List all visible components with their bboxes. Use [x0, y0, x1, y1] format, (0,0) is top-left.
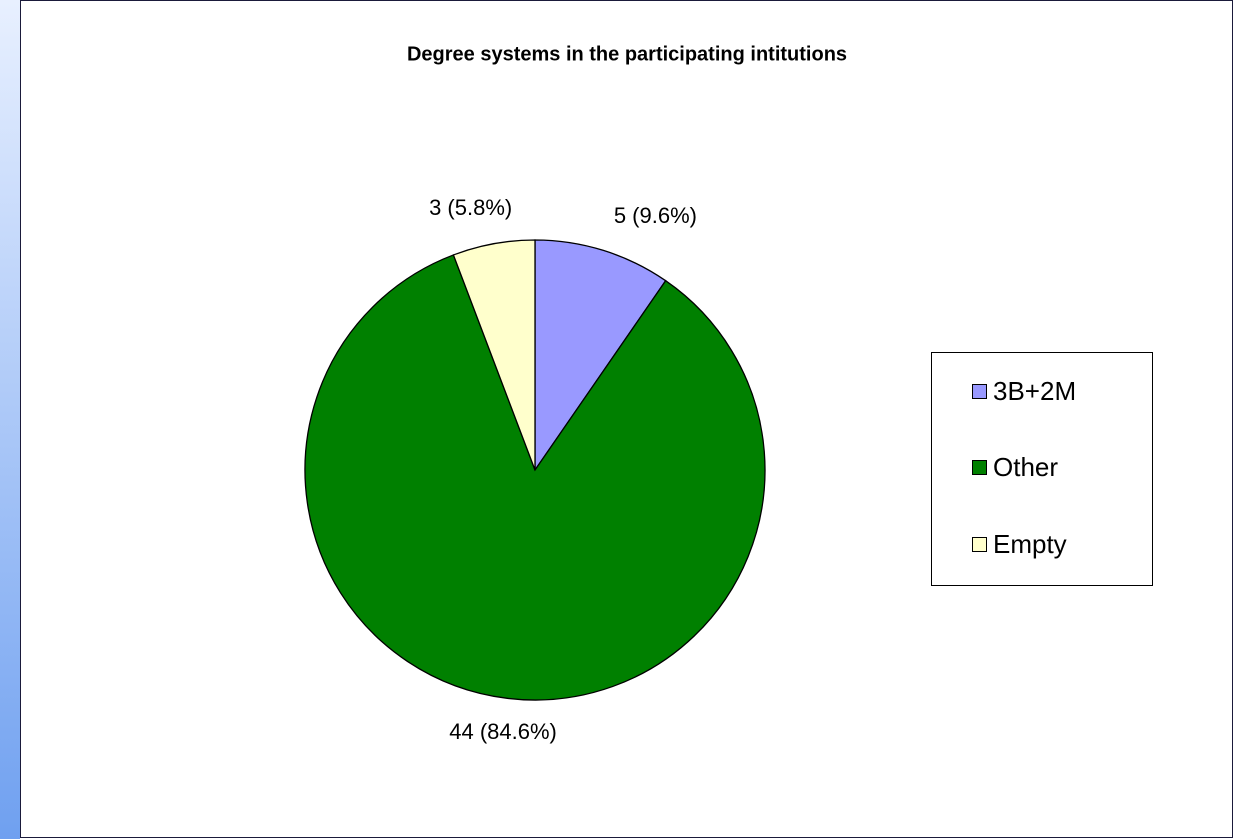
legend-swatch	[972, 460, 987, 475]
pie-slice	[452, 239, 536, 471]
pie-slice	[534, 239, 667, 473]
side-strip	[0, 0, 20, 839]
data-label: 44 (84.6%)	[449, 719, 557, 744]
legend-label: 3B+2M	[993, 376, 1076, 406]
chart-title: Degree systems in the participating inti…	[407, 43, 847, 65]
legend-label: Other	[993, 452, 1058, 482]
data-label: 3 (5.8%)	[429, 195, 512, 220]
pie-slice	[304, 254, 766, 701]
legend-swatch	[972, 384, 987, 399]
data-label: 5 (9.6%)	[614, 203, 697, 228]
legend-box	[931, 352, 1153, 586]
legend-swatch	[972, 537, 987, 552]
legend-label: Empty	[993, 529, 1067, 559]
